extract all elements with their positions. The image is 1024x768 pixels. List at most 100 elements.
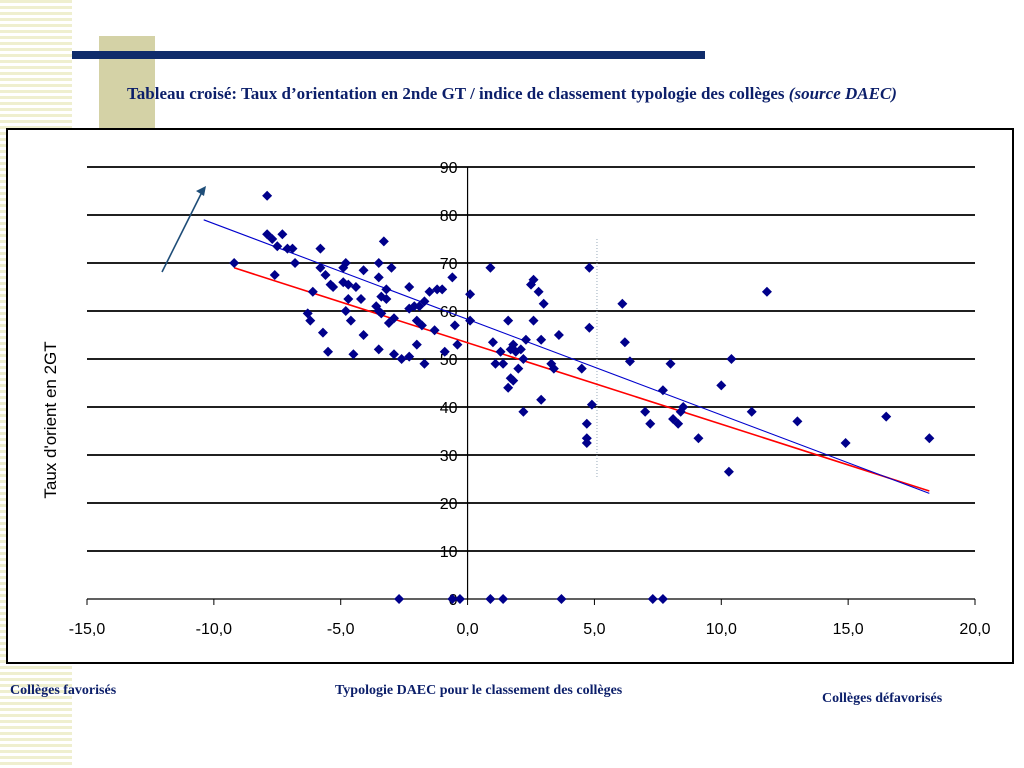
- data-point: [449, 320, 460, 331]
- data-point: [454, 594, 465, 604]
- annotation-arrow-shaft: [161, 191, 203, 273]
- data-point: [495, 346, 506, 357]
- x-tick-label: 15,0: [833, 621, 864, 638]
- data-point: [556, 594, 567, 604]
- data-point: [513, 363, 524, 374]
- data-point: [305, 315, 316, 326]
- data-point: [640, 406, 651, 417]
- data-point: [485, 594, 496, 604]
- data-point: [536, 394, 547, 405]
- decorative-navy-bar: [72, 51, 705, 59]
- data-point: [617, 298, 628, 309]
- x-tick-label: 5,0: [583, 621, 605, 638]
- data-point: [358, 265, 369, 276]
- data-point: [419, 358, 430, 369]
- data-point: [490, 358, 501, 369]
- data-point: [320, 270, 331, 280]
- data-point: [396, 354, 407, 364]
- chart-frame: [6, 128, 1014, 664]
- data-point: [487, 337, 498, 348]
- data-point: [287, 243, 298, 254]
- data-point: [553, 330, 564, 340]
- data-point: [924, 433, 935, 444]
- data-point: [498, 594, 509, 604]
- caption-defavorises: Collèges défavorisés: [822, 691, 943, 706]
- y-tick-label: 90: [440, 160, 458, 177]
- data-point: [503, 315, 514, 326]
- data-point: [518, 354, 529, 364]
- caption-x-axis-description: Typologie DAEC pour le classement des co…: [335, 683, 623, 698]
- data-point: [315, 262, 326, 273]
- data-point: [548, 363, 559, 374]
- y-tick-label: 40: [440, 400, 458, 417]
- data-point: [356, 294, 367, 304]
- x-tick-label: -10,0: [196, 621, 233, 638]
- data-point: [624, 356, 635, 367]
- data-point: [439, 346, 450, 357]
- data-point: [485, 262, 496, 273]
- data-point: [515, 344, 526, 355]
- trendline-blue: [203, 219, 930, 494]
- data-point: [581, 418, 592, 429]
- data-point: [726, 354, 737, 364]
- data-point: [277, 229, 288, 240]
- data-point: [350, 282, 361, 292]
- data-point: [424, 286, 435, 297]
- y-axis-title: Taux d'orient en 2GT: [41, 341, 60, 498]
- data-point: [373, 258, 384, 268]
- data-point: [404, 351, 415, 362]
- data-point: [693, 433, 704, 444]
- x-tick-label: 0,0: [456, 621, 478, 638]
- data-point: [584, 322, 595, 333]
- data-point: [229, 258, 240, 268]
- data-point: [533, 286, 544, 297]
- data-point: [328, 282, 339, 292]
- data-point: [505, 344, 516, 355]
- data-point: [465, 315, 476, 326]
- data-point: [358, 330, 369, 340]
- data-point: [416, 320, 427, 331]
- data-point: [386, 262, 397, 273]
- data-point: [373, 344, 384, 355]
- data-point: [528, 315, 539, 326]
- data-point: [452, 339, 463, 350]
- data-point: [657, 594, 668, 604]
- x-tick-label: 10,0: [706, 621, 737, 638]
- data-point: [317, 327, 328, 338]
- y-tick-label: 70: [440, 256, 458, 273]
- y-tick-label: 10: [440, 544, 458, 561]
- data-point: [282, 243, 293, 254]
- data-point: [761, 286, 772, 297]
- data-point: [340, 258, 351, 268]
- data-point: [404, 282, 415, 292]
- data-point: [290, 258, 301, 268]
- data-point: [792, 416, 803, 427]
- data-point: [348, 349, 359, 360]
- slide-title-source: (source DAEC): [788, 84, 897, 103]
- data-point: [840, 438, 851, 448]
- data-point: [272, 241, 283, 252]
- data-point: [394, 594, 405, 604]
- data-point: [619, 337, 630, 348]
- data-point: [503, 382, 514, 393]
- data-point: [657, 385, 668, 396]
- data-point: [881, 411, 892, 422]
- data-point: [746, 406, 757, 417]
- y-tick-label: 20: [440, 496, 458, 513]
- data-point: [343, 294, 354, 304]
- caption-favorises: Collèges favorisés: [10, 683, 117, 698]
- slide-title-main: Tableau croisé: Taux d’orientation en 2n…: [127, 84, 789, 103]
- data-point: [378, 236, 389, 247]
- x-tick-label: 20,0: [959, 621, 990, 638]
- data-point: [376, 308, 387, 319]
- data-point: [419, 296, 430, 307]
- data-point: [388, 349, 399, 360]
- data-point: [665, 358, 676, 369]
- y-tick-label: 80: [440, 208, 458, 225]
- data-point: [447, 272, 458, 283]
- data-point: [429, 325, 440, 336]
- data-point: [381, 284, 392, 295]
- data-point: [388, 313, 399, 324]
- data-point: [586, 399, 597, 410]
- data-point: [508, 375, 519, 386]
